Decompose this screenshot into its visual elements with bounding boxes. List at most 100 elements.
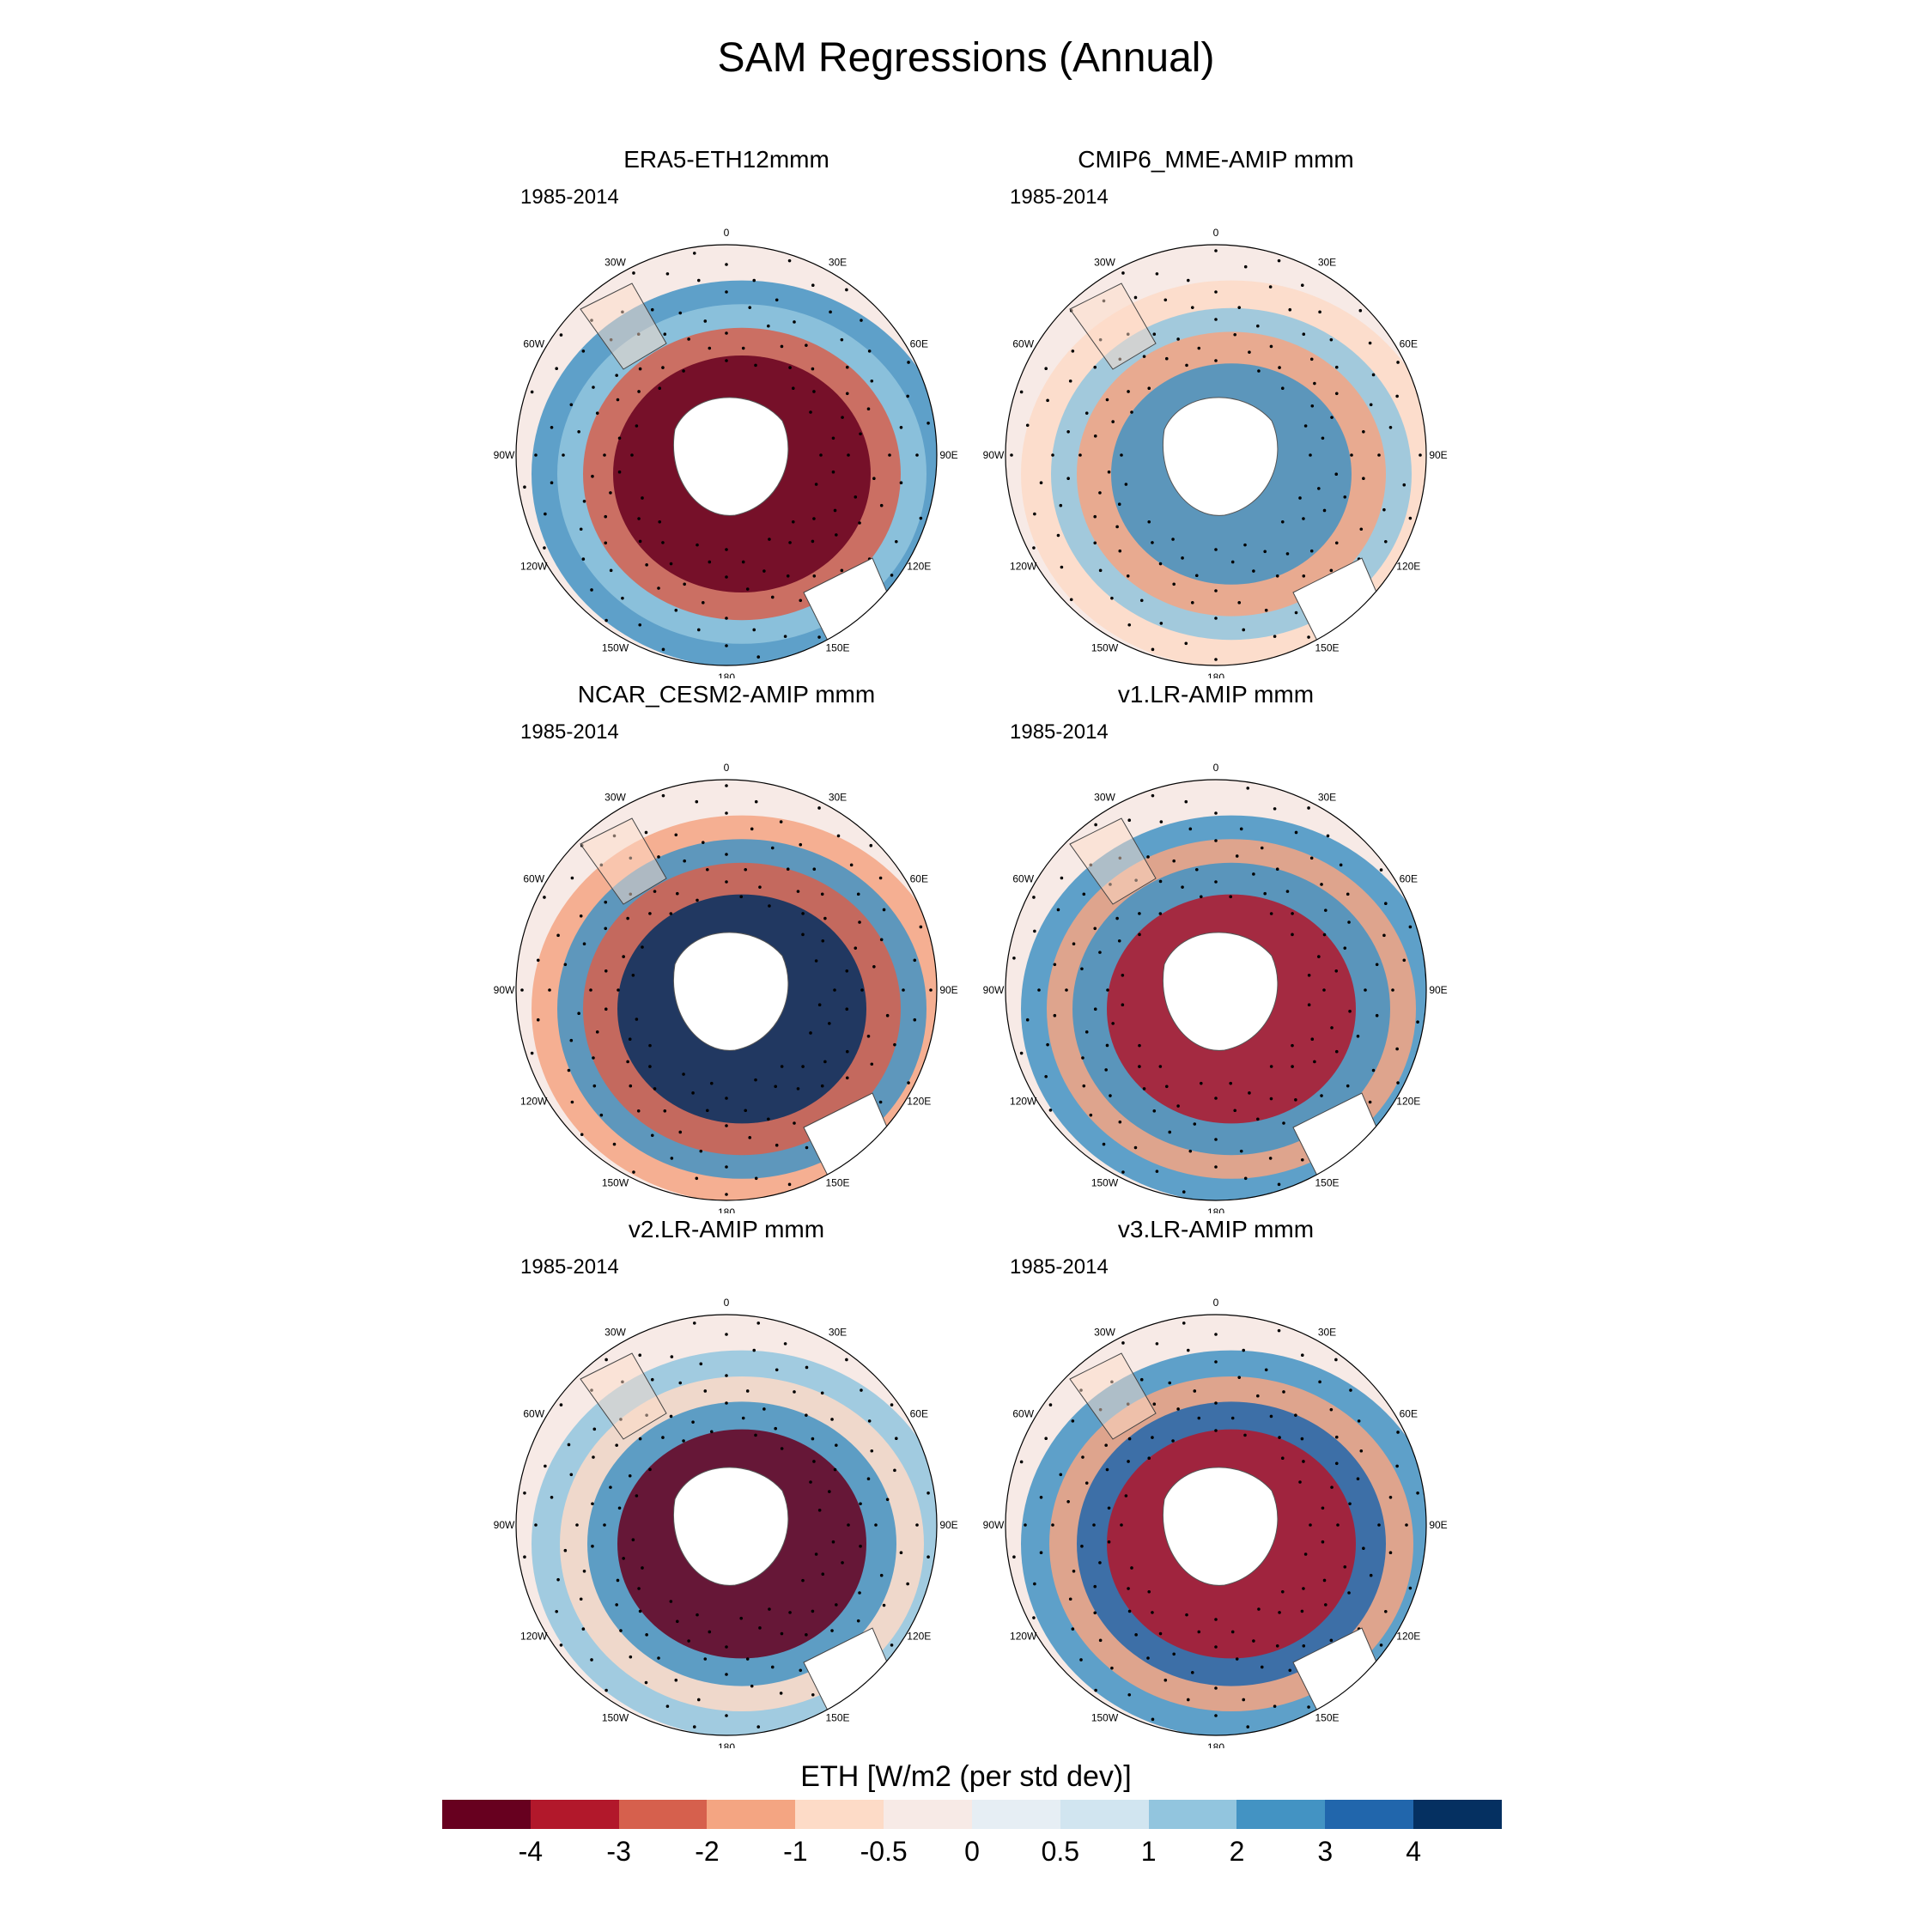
longitude-label: 150W	[602, 1176, 629, 1188]
stipple-dot	[821, 1572, 825, 1577]
stipple-dot	[1339, 863, 1343, 867]
stipple-dot	[1168, 1130, 1172, 1134]
stipple-dot	[577, 429, 580, 434]
stipple-dot	[1069, 598, 1073, 602]
stipple-dot	[1288, 1668, 1292, 1673]
stipple-dot	[1048, 1403, 1053, 1406]
stipple-dot	[820, 892, 824, 896]
stipple-dot	[1349, 1388, 1352, 1392]
stipple-dot	[609, 491, 612, 495]
stipple-dot	[696, 1613, 699, 1617]
stipple-dot	[638, 623, 642, 627]
stipple-dot	[907, 361, 910, 364]
stipple-dot	[845, 392, 849, 396]
longitude-label: 30E	[1318, 1327, 1336, 1339]
stipple-dot	[1147, 519, 1151, 524]
antarctica-landmass	[1163, 932, 1279, 1051]
stipple-dot	[1336, 1523, 1340, 1527]
stipple-dot	[1151, 1611, 1154, 1614]
stipple-dot	[725, 1193, 728, 1196]
stipple-dot	[1309, 453, 1312, 457]
period-label: 1985-2014	[520, 185, 619, 209]
stipple-dot	[725, 644, 728, 647]
stipple-dot	[1329, 1407, 1334, 1412]
stipple-dot	[1138, 912, 1141, 915]
stipple-dot	[758, 1626, 762, 1630]
stipple-dot	[569, 403, 574, 407]
stipple-dot	[581, 557, 586, 561]
stipple-dot	[1214, 617, 1218, 620]
stipple-dot	[1072, 942, 1076, 946]
stipple-dot	[1098, 568, 1103, 573]
stipple-dot	[1214, 1686, 1218, 1690]
stipple-dot	[1127, 623, 1132, 627]
stipple-dot	[1322, 1578, 1327, 1583]
stipple-dot	[1181, 556, 1184, 560]
longitude-label: 180	[1207, 671, 1224, 678]
significance-stipple	[1010, 249, 1422, 661]
stipple-dot	[663, 332, 667, 337]
stipple-dot	[556, 1577, 560, 1582]
longitude-label: 120W	[1010, 1631, 1037, 1643]
longitude-label: 60E	[910, 873, 928, 885]
stipple-dot	[669, 1414, 673, 1419]
stipple-dot	[1257, 1607, 1261, 1611]
stipple-dot	[919, 516, 923, 520]
stipple-dot	[1127, 1609, 1132, 1613]
colorbar-tick-label: 2	[1229, 1836, 1245, 1867]
longitude-label: 90W	[494, 984, 515, 996]
stipple-dot	[1151, 647, 1155, 652]
stipple-dot	[1321, 1506, 1325, 1510]
stipple-dot	[1079, 1658, 1083, 1662]
stipple-dot	[811, 1693, 815, 1697]
stipple-dot	[570, 876, 574, 880]
stipple-dot	[801, 1578, 805, 1583]
stipple-dot	[1107, 1506, 1111, 1510]
stipple-dot	[1371, 373, 1376, 377]
stipple-dot	[725, 784, 728, 787]
stipple-dot	[741, 1416, 745, 1420]
stipple-dot	[1242, 1698, 1246, 1702]
stipple-dot	[1329, 568, 1334, 573]
stipple-dot	[1298, 1480, 1302, 1484]
colorbar-tick-label: 3	[1317, 1836, 1334, 1867]
stipple-dot	[809, 1031, 812, 1035]
longitude-label: 120E	[1396, 1096, 1420, 1108]
stipple-dot	[1084, 1481, 1089, 1485]
stipple-dot	[821, 939, 825, 943]
stipple-dot	[708, 346, 712, 350]
colorbar-cell	[1413, 1800, 1502, 1829]
stipple-dot	[814, 1552, 818, 1556]
stipple-dot	[885, 1498, 890, 1502]
stipple-dot	[858, 1591, 861, 1595]
stipple-dot	[1164, 1084, 1169, 1089]
stipple-dot	[899, 481, 903, 485]
stipple-dot	[885, 1013, 890, 1018]
stipple-dot	[591, 1502, 594, 1506]
longitude-label: 60W	[523, 338, 544, 350]
stipple-dot	[1185, 363, 1188, 368]
stipple-dot	[1197, 346, 1201, 350]
stipple-dot	[1416, 1020, 1419, 1024]
stipple-dot	[907, 1081, 910, 1084]
colorbar-cell	[884, 1800, 972, 1829]
stipple-dot	[1235, 854, 1239, 858]
stipple-dot	[1152, 1109, 1157, 1113]
stipple-dot	[1347, 920, 1351, 924]
stipple-dot	[1321, 436, 1325, 440]
stipple-dot	[1214, 880, 1218, 884]
stipple-dot	[902, 988, 905, 992]
stipple-dot	[1105, 398, 1109, 402]
longitude-label: 180	[718, 1741, 735, 1748]
stipple-dot	[1408, 516, 1413, 520]
stipple-dot	[814, 483, 818, 486]
colorbar-cell	[530, 1800, 619, 1829]
colorbar-tick-label: -0.5	[860, 1836, 908, 1867]
stipple-dot	[1065, 988, 1068, 992]
stipple-dot	[1334, 541, 1339, 545]
stipple-dot	[1142, 355, 1146, 358]
stipple-dot	[750, 827, 754, 831]
longitude-label: 120E	[907, 1631, 931, 1643]
stipple-dot	[1302, 1460, 1305, 1463]
stipple-dot	[1309, 357, 1314, 361]
